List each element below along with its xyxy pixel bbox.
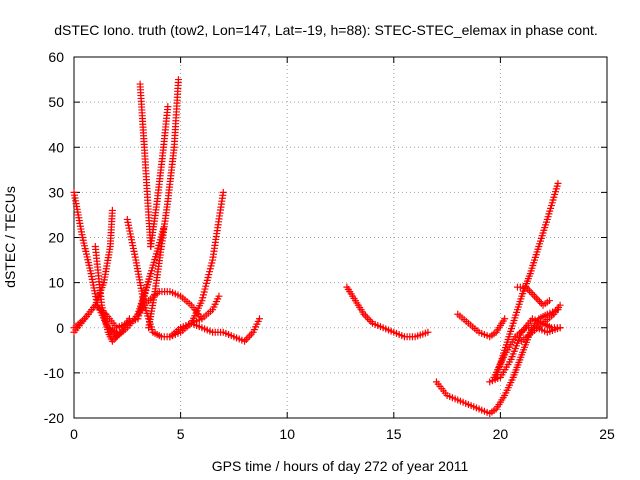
data-point [363,314,371,322]
data-point [501,315,509,323]
data-series-19 [492,179,562,381]
data-point [215,292,223,300]
x-tick-label: 25 [599,426,615,442]
data-point [527,289,535,297]
data-point [164,103,172,111]
y-tick-label: -20 [44,410,64,426]
data-point [242,335,250,343]
data-point [554,179,562,187]
y-axis-label: dSTEC / TECUs [2,186,18,288]
data-point [531,292,539,300]
y-tick-label: 20 [48,230,64,246]
data-series-10 [134,288,206,323]
data-series-21 [518,301,564,345]
data-point [255,315,263,323]
x-tick-label: 20 [493,426,509,442]
y-tick-label: 30 [48,184,64,200]
y-tick-label: 10 [48,275,64,291]
data-point [529,290,537,298]
data-point [174,76,182,84]
x-tick-label: 5 [177,426,185,442]
data-series-14 [343,283,432,341]
data-series-8 [147,103,172,251]
data-point [362,312,370,320]
data-point [556,301,564,309]
x-tick-label: 10 [279,426,295,442]
data-series-15 [454,310,509,341]
data-series-13 [187,315,263,345]
data-point [424,328,432,336]
x-axis-label: GPS time / hours of day 272 of year 2011 [212,458,469,474]
data-series [70,76,564,417]
axis-ticks: 0 5 10 15 20 25 -20 -10 0 10 20 30 40 50 60 [44,49,615,442]
data-series-11 [166,188,227,341]
data-series-9 [145,76,182,332]
data-point [219,188,227,196]
data-series-2 [70,206,116,336]
data-point [244,334,252,342]
data-point [365,316,373,324]
y-tick-label: 0 [56,320,64,336]
data-point [556,324,564,332]
x-tick-label: 0 [70,426,78,442]
data-point [532,294,540,302]
y-tick-label: 50 [48,94,64,110]
data-series-20 [513,283,553,309]
data-point [246,332,254,340]
data-point [534,296,542,304]
y-tick-label: 40 [48,139,64,155]
x-tick-label: 15 [386,426,402,442]
data-series-7 [136,80,155,251]
data-point [108,206,116,214]
chart-title: dSTEC Iono. truth (tow2, Lon=147, Lat=-1… [54,22,598,38]
data-point [545,297,553,305]
y-tick-label: 60 [48,49,64,65]
y-tick-label: -10 [44,365,64,381]
